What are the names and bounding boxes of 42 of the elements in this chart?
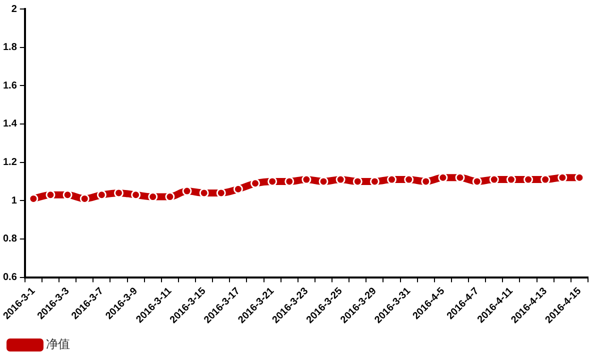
y-tick-label: 0.8 <box>2 234 18 245</box>
point <box>318 176 328 186</box>
y-tick-label: 2 <box>11 4 18 15</box>
point <box>421 176 431 186</box>
point <box>558 172 568 182</box>
point <box>524 174 534 184</box>
point <box>336 174 346 184</box>
y-tick-label: 1.2 <box>2 157 18 168</box>
point <box>199 188 209 198</box>
point <box>165 192 175 202</box>
point <box>233 184 243 194</box>
point <box>302 174 312 184</box>
point <box>46 190 56 200</box>
point <box>404 174 414 184</box>
point <box>148 192 158 202</box>
point <box>574 172 584 182</box>
point <box>62 190 72 200</box>
y-tick-label: 1.8 <box>2 42 18 54</box>
y-tick-label: 1.4 <box>2 118 18 130</box>
point <box>96 190 106 200</box>
point <box>472 176 482 186</box>
point <box>387 174 397 184</box>
point <box>250 178 260 188</box>
point <box>455 172 465 182</box>
point <box>370 176 380 186</box>
y-tick-label: 0.6 <box>2 272 18 284</box>
point <box>28 194 38 204</box>
point <box>114 188 124 198</box>
point <box>506 174 516 184</box>
y-tick-label: 1.6 <box>2 80 18 92</box>
point <box>182 186 192 196</box>
point <box>352 176 362 186</box>
point <box>80 194 90 204</box>
point <box>131 190 141 200</box>
y-tick-label: 1 <box>11 195 18 206</box>
point <box>438 172 448 182</box>
point <box>284 176 294 186</box>
point <box>489 174 499 184</box>
point <box>268 176 278 186</box>
point <box>540 174 550 184</box>
legend-label: 净值 <box>46 337 70 352</box>
point <box>216 188 226 198</box>
